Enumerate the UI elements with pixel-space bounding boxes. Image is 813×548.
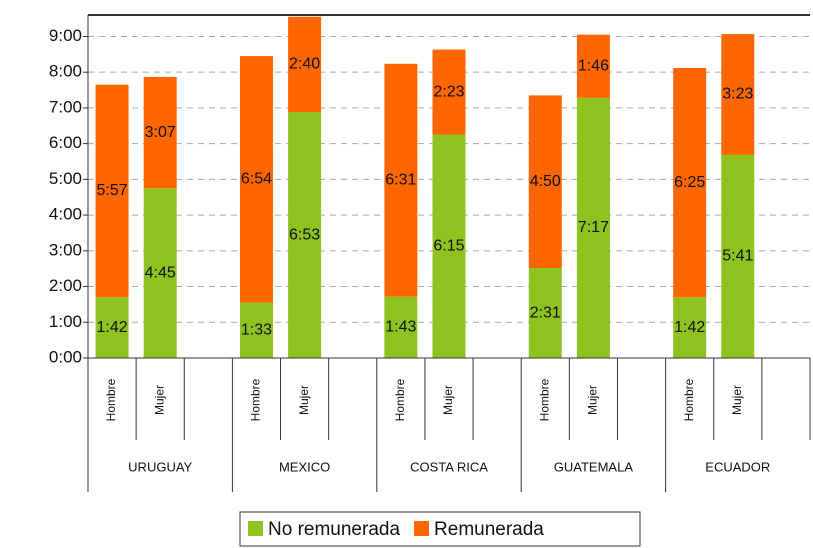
y-tick-label: 9:00 [49,26,82,45]
value-label: 6:31 [385,171,416,188]
bar-segment [528,268,562,358]
bar-segment [95,297,129,358]
x-tick-label: Hombre [393,378,407,421]
value-label: 4:45 [145,264,176,281]
bar-segment [673,67,707,298]
value-label: 2:23 [433,83,464,100]
value-label: 1:42 [674,319,705,336]
bar-segment [673,297,707,358]
bar-segment [239,302,273,358]
x-tick-label: Mujer [730,385,744,415]
bar-segment [576,97,610,358]
y-tick-label: 6:00 [49,133,82,152]
y-tick-label: 7:00 [49,97,82,116]
value-label: 2:40 [289,56,320,73]
value-label: 6:54 [241,171,272,188]
x-tick-label: Mujer [441,385,455,415]
x-tick-label: Mujer [152,385,166,415]
group-label: URUGUAY [128,459,192,474]
y-tick-label: 4:00 [49,205,82,224]
x-tick-label: Mujer [586,385,600,415]
value-label: 6:53 [289,226,320,243]
y-tick-label: 0:00 [49,347,82,366]
bar-segment [384,296,418,358]
bar-segment [721,34,755,155]
y-tick-label: 2:00 [49,276,82,295]
y-tick-label: 8:00 [49,62,82,81]
legend-label: No remunerada [268,519,400,540]
bar-segment [143,188,177,358]
legend-box [239,511,641,547]
legend-swatch [414,521,430,536]
x-tick-label: Hombre [249,378,263,421]
group-label: MEXICO [279,459,330,474]
x-tick-label: Hombre [682,378,696,421]
y-tick-label: 5:00 [49,169,82,188]
bar-segment [288,112,322,359]
value-label: 1:43 [385,319,416,336]
bar-segment [576,34,610,98]
value-label: 6:25 [674,174,705,191]
group-label: COSTA RICA [410,459,488,474]
value-label: 2:31 [530,304,561,321]
value-label: 7:17 [578,219,609,236]
y-tick-label: 3:00 [49,240,82,259]
bar-segment [143,76,177,189]
legend-label: Remunerada [434,519,544,540]
bar-segment [432,49,466,135]
value-label: 3:07 [145,124,176,141]
y-tick-label: 1:00 [49,312,82,331]
bar-segment [528,95,562,269]
value-label: 5:41 [722,248,753,265]
bar-segment [384,63,418,297]
group-label: GUATEMALA [554,459,634,474]
group-label: ECUADOR [705,459,770,474]
bar-segment [721,154,755,358]
bar-segment [95,84,129,298]
value-label: 1:33 [241,322,272,339]
value-label: 5:57 [96,182,127,199]
x-tick-label: Hombre [104,378,118,421]
bar-segment [288,16,322,113]
value-label: 1:46 [578,57,609,74]
bar-segment [239,56,273,303]
legend-swatch [248,521,263,536]
bar-segment [432,134,466,358]
x-tick-label: Mujer [297,385,311,415]
value-label: 1:42 [96,319,127,336]
x-tick-label: Hombre [537,378,551,421]
value-label: 4:50 [530,173,561,190]
value-label: 6:15 [433,238,464,255]
value-label: 3:23 [722,86,753,103]
